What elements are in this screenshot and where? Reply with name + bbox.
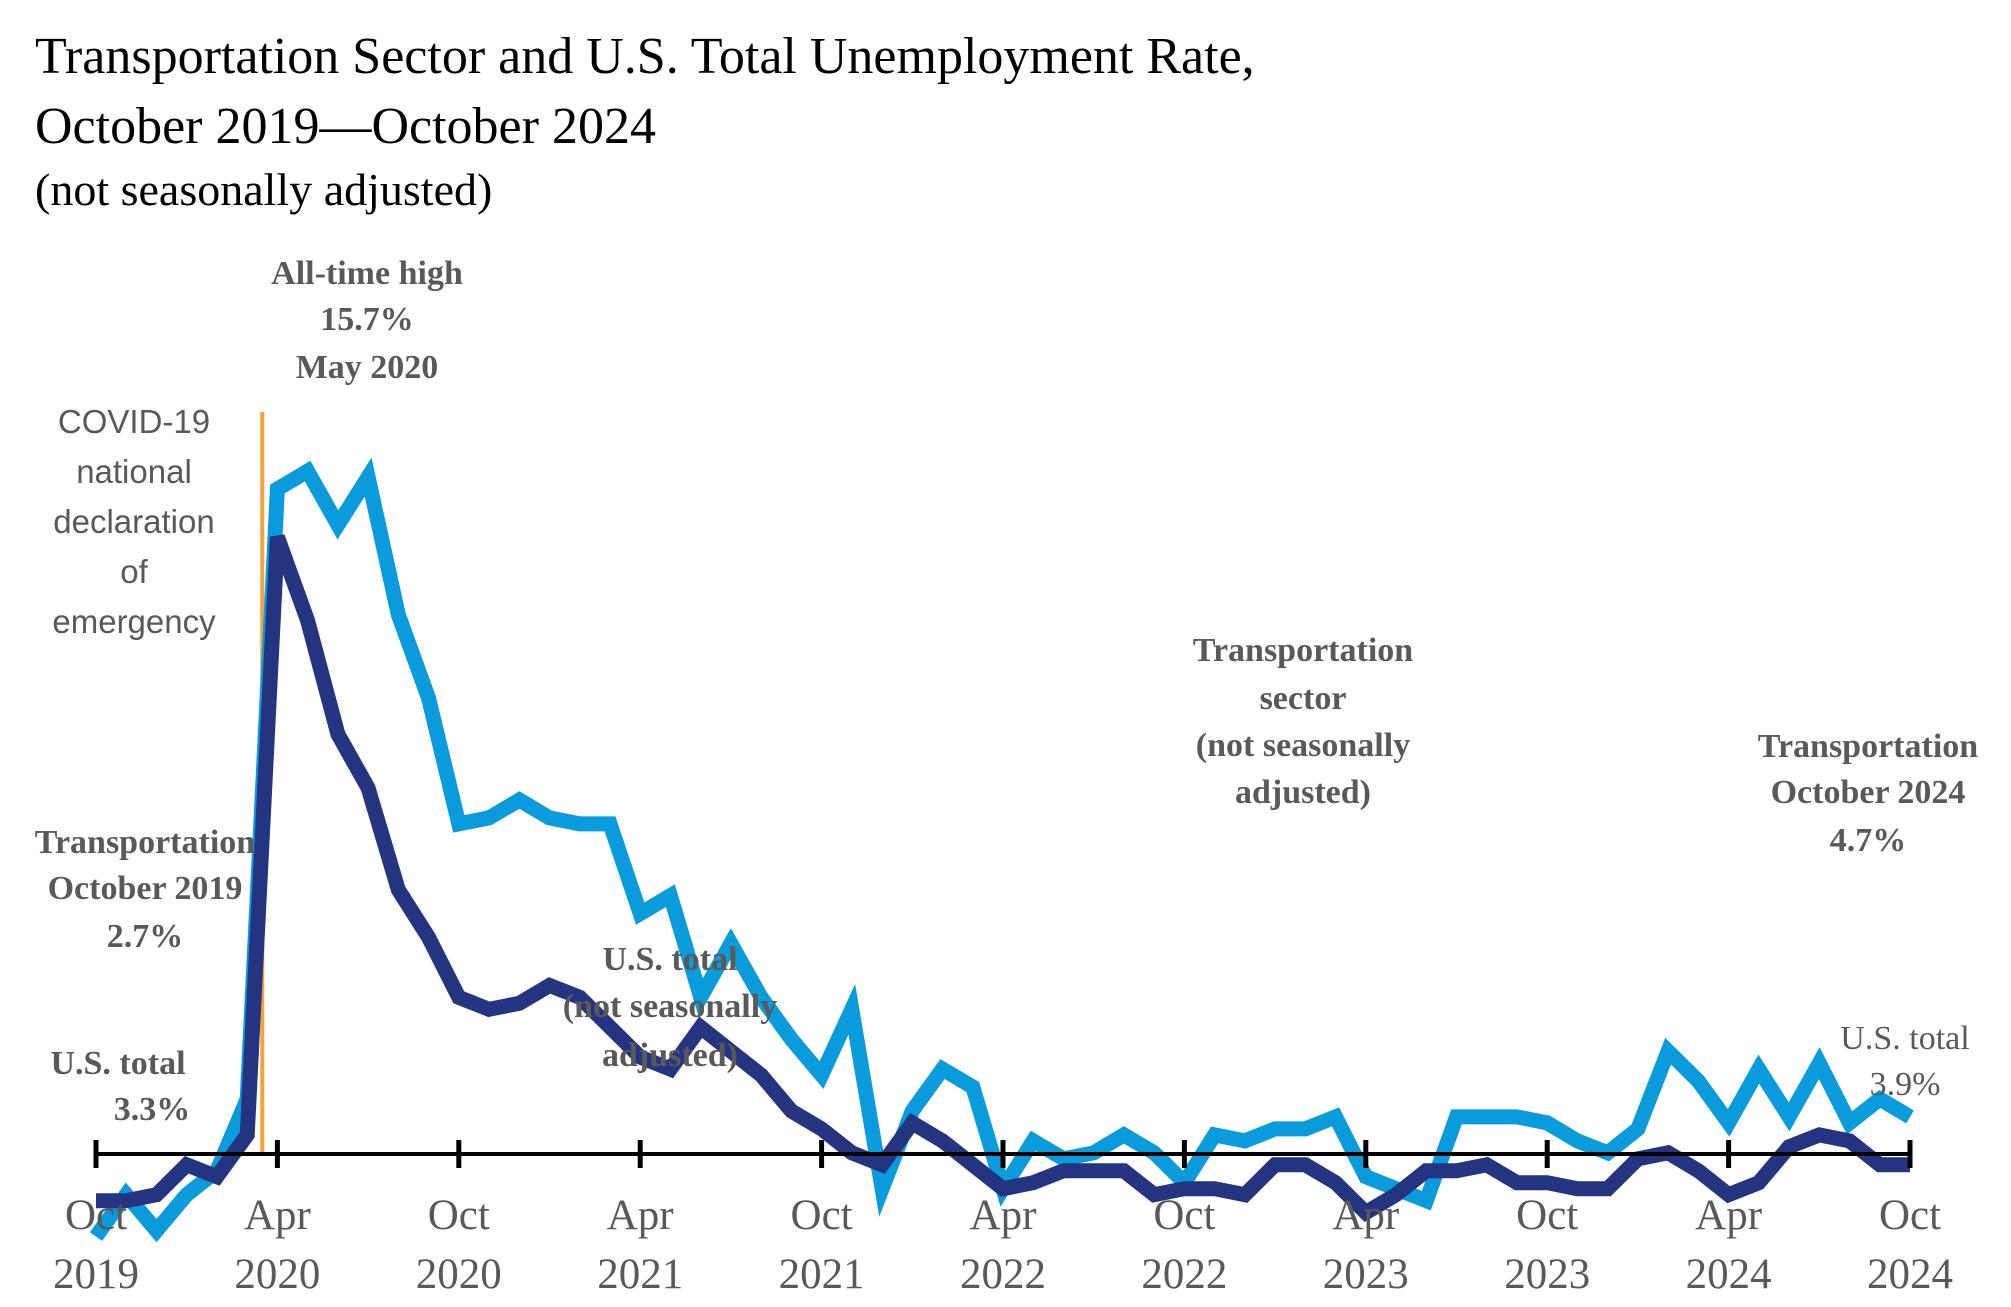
us-start-label: U.S. total xyxy=(50,1045,185,1082)
transport-end-label: Transportation xyxy=(1758,728,1978,765)
transport-series-label-1: Transportation xyxy=(1193,632,1413,669)
transport-start-date: October 2019 xyxy=(48,870,243,907)
x-tick-label-year: 2020 xyxy=(234,1251,320,1298)
us-series-label-2: (not seasonally xyxy=(563,988,777,1025)
us-total-series-line xyxy=(96,534,1910,1223)
covid-note-line-5: emergency xyxy=(52,603,216,640)
covid-note-line-3: declaration xyxy=(53,503,214,540)
x-tick-label-month: Oct xyxy=(428,1192,490,1239)
all-time-high-label: All-time high xyxy=(271,255,463,292)
x-axis: Oct 2019 Apr 2020 Oct 2020 Apr 2021 Oct 2021 Apr 20… xyxy=(53,1140,1953,1298)
chart-subtitle: (not seasonally adjusted) xyxy=(35,164,492,215)
transport-series-label-3: (not seasonally xyxy=(1196,727,1410,764)
transport-end-value: 4.7% xyxy=(1830,822,1907,859)
x-tick-label-year: 2023 xyxy=(1504,1251,1590,1298)
x-tick-label-year: 2024 xyxy=(1686,1251,1772,1298)
x-tick-label-month: Oct xyxy=(1153,1192,1215,1239)
chart-title-line-2: October 2019—October 2024 xyxy=(35,98,656,155)
us-series-label-1: U.S. total xyxy=(602,941,737,978)
x-tick-label-year: 2021 xyxy=(779,1251,865,1298)
x-tick-label-month: Apr xyxy=(1332,1192,1399,1239)
x-tick-label-year: 2022 xyxy=(1141,1251,1227,1298)
series-lines xyxy=(89,457,1914,1243)
x-tick-label-year: 2021 xyxy=(597,1251,683,1298)
transport-series-label-2: sector xyxy=(1260,680,1347,717)
x-tick-label-year: 2023 xyxy=(1323,1251,1409,1298)
x-tick-label-year: 2024 xyxy=(1867,1251,1953,1298)
transport-end-date: October 2024 xyxy=(1771,774,1966,811)
x-tick-label-month: Apr xyxy=(244,1192,311,1239)
chart-title-line-1: Transportation Sector and U.S. Total Une… xyxy=(35,28,1255,85)
us-end-label: U.S. total xyxy=(1840,1020,1969,1057)
transport-series-label-4: adjusted) xyxy=(1235,774,1371,811)
x-tick-label-year: 2019 xyxy=(53,1251,139,1298)
x-tick-label-month: Oct xyxy=(1516,1192,1578,1239)
x-tick-label-year: 2020 xyxy=(416,1251,502,1298)
us-series-label-3: adjusted) xyxy=(602,1037,738,1074)
x-tick-label-year: 2022 xyxy=(960,1251,1046,1298)
transportation-series-line xyxy=(89,457,1914,1243)
x-tick-label-month: Oct xyxy=(791,1192,853,1239)
x-tick-label-month: Apr xyxy=(1695,1192,1762,1239)
x-tick-label-month: Oct xyxy=(65,1192,127,1239)
us-end-value: 3.9% xyxy=(1870,1066,1941,1103)
transport-start-value: 2.7% xyxy=(107,918,184,955)
us-start-value: 3.3% xyxy=(114,1091,191,1128)
all-time-high-date: May 2020 xyxy=(296,349,439,386)
covid-note-line-1: COVID-19 xyxy=(58,403,210,440)
covid-note-line-4: of xyxy=(120,553,148,590)
x-tick-label-month: Apr xyxy=(970,1192,1037,1239)
covid-note-line-2: national xyxy=(76,453,192,490)
x-tick-label-month: Oct xyxy=(1879,1192,1941,1239)
all-time-high-value: 15.7% xyxy=(320,301,414,338)
x-tick-label-month: Apr xyxy=(607,1192,674,1239)
transport-start-label: Transportation xyxy=(35,824,255,861)
